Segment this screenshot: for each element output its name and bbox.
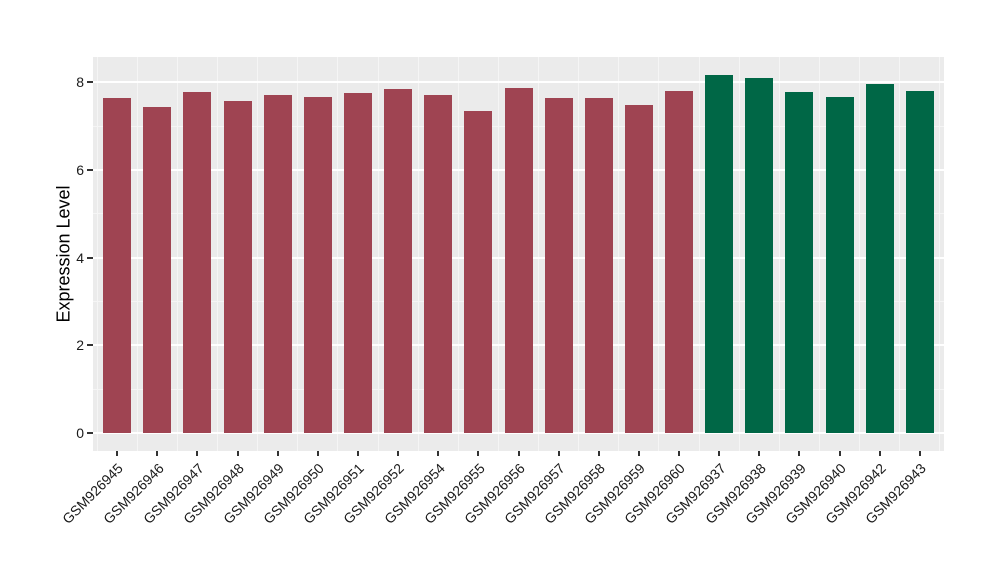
y-tick-label: 0	[76, 425, 84, 441]
bar-GSM926955	[464, 110, 493, 433]
x-tick-mark	[236, 451, 239, 456]
y-tick-label: 4	[76, 249, 84, 266]
gridline-major-h	[93, 81, 944, 84]
gridline-minor-v	[618, 57, 620, 451]
x-tick-mark	[878, 451, 881, 456]
bar-GSM926940	[825, 97, 854, 433]
gridline-minor-v	[497, 57, 499, 451]
x-tick-mark	[758, 451, 761, 456]
bar-GSM926938	[745, 78, 774, 433]
y-tick-mark	[87, 344, 93, 347]
bar-GSM926956	[504, 87, 533, 433]
gridline-minor-v	[939, 57, 941, 451]
y-tick-mark	[87, 256, 93, 259]
x-tick-mark	[356, 451, 359, 456]
bar-GSM926937	[705, 74, 734, 433]
x-tick-mark	[116, 451, 119, 456]
gridline-minor-v	[658, 57, 660, 451]
gridline-minor-v	[297, 57, 299, 451]
y-tick-mark	[87, 432, 93, 434]
bar-GSM926946	[143, 106, 172, 433]
gridline-minor-v	[257, 57, 259, 451]
gridline-minor-v	[417, 57, 419, 451]
gridline-minor-v	[819, 57, 821, 451]
y-tick-mark	[87, 168, 93, 171]
bar-GSM926943	[905, 91, 934, 433]
gridline-minor-v	[96, 57, 98, 451]
gridline-minor-v	[899, 57, 901, 451]
gridline-minor-v	[216, 57, 218, 451]
gridline-minor-v	[337, 57, 339, 451]
x-tick-mark	[437, 451, 440, 456]
gridline-minor-v	[538, 57, 540, 451]
y-tick-label: 8	[76, 74, 84, 91]
gridline-minor-v	[377, 57, 379, 451]
bar-GSM926949	[263, 95, 292, 433]
x-tick-mark	[156, 451, 159, 456]
x-tick-mark	[918, 451, 921, 456]
x-tick-mark	[276, 451, 279, 456]
bar-GSM926957	[544, 98, 573, 433]
gridline-minor-v	[738, 57, 740, 451]
bar-GSM926950	[303, 97, 332, 433]
y-tick-mark	[87, 81, 93, 84]
bar-GSM926951	[343, 92, 372, 433]
gridline-major-h	[93, 432, 944, 434]
x-tick-mark	[517, 451, 520, 456]
x-tick-mark	[477, 451, 480, 456]
bar-GSM926939	[785, 91, 814, 433]
x-tick-mark	[637, 451, 640, 456]
bar-GSM926958	[584, 97, 613, 433]
bar-GSM926954	[424, 95, 453, 433]
bar-GSM926945	[103, 98, 132, 433]
x-tick-mark	[397, 451, 400, 456]
gridline-minor-v	[698, 57, 700, 451]
x-tick-mark	[798, 451, 801, 456]
x-tick-mark	[678, 451, 681, 456]
x-tick-mark	[316, 451, 319, 456]
y-tick-label: 6	[76, 161, 84, 178]
x-tick-mark	[838, 451, 841, 456]
x-tick-mark	[196, 451, 199, 456]
bar-GSM926960	[665, 90, 694, 433]
bar-GSM926948	[223, 100, 252, 433]
x-tick-mark	[597, 451, 600, 456]
gridline-minor-v	[176, 57, 178, 451]
x-tick-mark	[557, 451, 560, 456]
y-tick-label: 2	[76, 337, 84, 354]
bar-GSM926952	[384, 89, 413, 433]
gridline-minor-v	[778, 57, 780, 451]
gridline-minor-v	[457, 57, 459, 451]
bar-GSM926959	[624, 105, 653, 433]
gridline-minor-v	[136, 57, 138, 451]
bar-GSM926947	[183, 92, 212, 433]
x-tick-mark	[718, 451, 721, 456]
gridline-minor-v	[859, 57, 861, 451]
gridline-minor-v	[578, 57, 580, 451]
bar-GSM926942	[865, 84, 894, 433]
plot-panel	[93, 57, 944, 451]
